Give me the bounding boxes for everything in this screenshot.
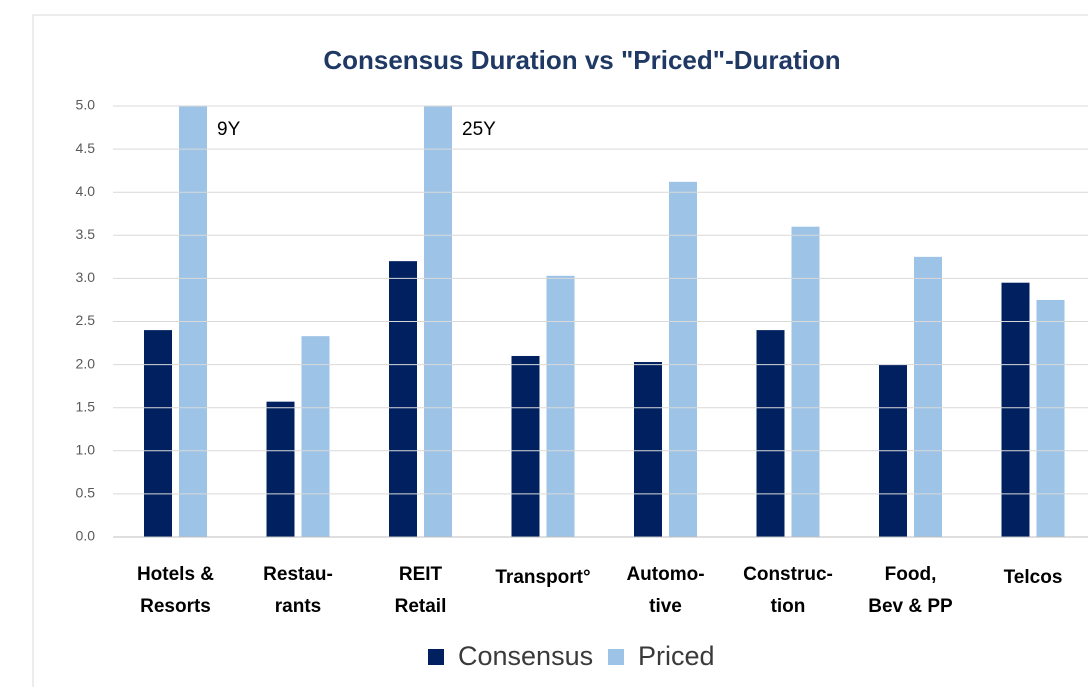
x-tick-label: Restau- (263, 564, 333, 585)
chart-title: Consensus Duration vs "Priced"-Duration (323, 45, 840, 75)
x-tick-label: Bev & PP (868, 596, 953, 617)
bar (301, 336, 330, 537)
y-tick-label: 0.5 (76, 485, 96, 501)
bar (634, 362, 662, 537)
x-tick-label: REIT (399, 564, 443, 585)
x-tick-label: Resorts (140, 596, 211, 617)
bar (546, 275, 575, 537)
x-tick-label: rants (275, 596, 321, 617)
bar (144, 330, 172, 537)
x-tick-label: Food, (885, 564, 937, 585)
legend-swatch (428, 649, 444, 665)
y-tick-label: 0.0 (76, 528, 96, 544)
bar (1036, 299, 1065, 537)
y-tick-label: 5.0 (76, 97, 96, 113)
bar (914, 256, 942, 537)
x-tick-label: Automo- (626, 564, 704, 585)
bar (266, 401, 295, 537)
x-tick-label: Hotels & (137, 564, 214, 585)
x-tick-label: Construc- (743, 564, 833, 585)
y-tick-label: 1.5 (76, 398, 96, 414)
legend-label: Consensus (458, 641, 593, 671)
y-tick-label: 1.0 (76, 442, 96, 458)
y-tick-label: 2.0 (76, 355, 96, 371)
bar (511, 355, 540, 537)
y-tick-label: 3.0 (76, 269, 96, 285)
bar (756, 330, 785, 537)
legend-swatch (608, 649, 624, 665)
bar (791, 226, 820, 537)
x-tick-label: Transport° (495, 567, 590, 588)
y-tick-label: 4.5 (76, 140, 96, 156)
bar (1001, 282, 1030, 537)
x-tick-label: Telcos (1004, 567, 1063, 588)
data-label: 25Y (462, 119, 496, 140)
x-tick-label: Retail (395, 596, 447, 617)
data-label: 9Y (217, 119, 241, 140)
y-tick-label: 3.5 (76, 226, 96, 242)
y-tick-label: 2.5 (76, 312, 96, 328)
bar (389, 261, 417, 537)
y-tick-label: 4.0 (76, 183, 96, 199)
x-tick-label: tive (649, 596, 682, 617)
legend-label: Priced (638, 641, 715, 671)
bar (669, 181, 697, 537)
x-tick-label: tion (771, 596, 806, 617)
